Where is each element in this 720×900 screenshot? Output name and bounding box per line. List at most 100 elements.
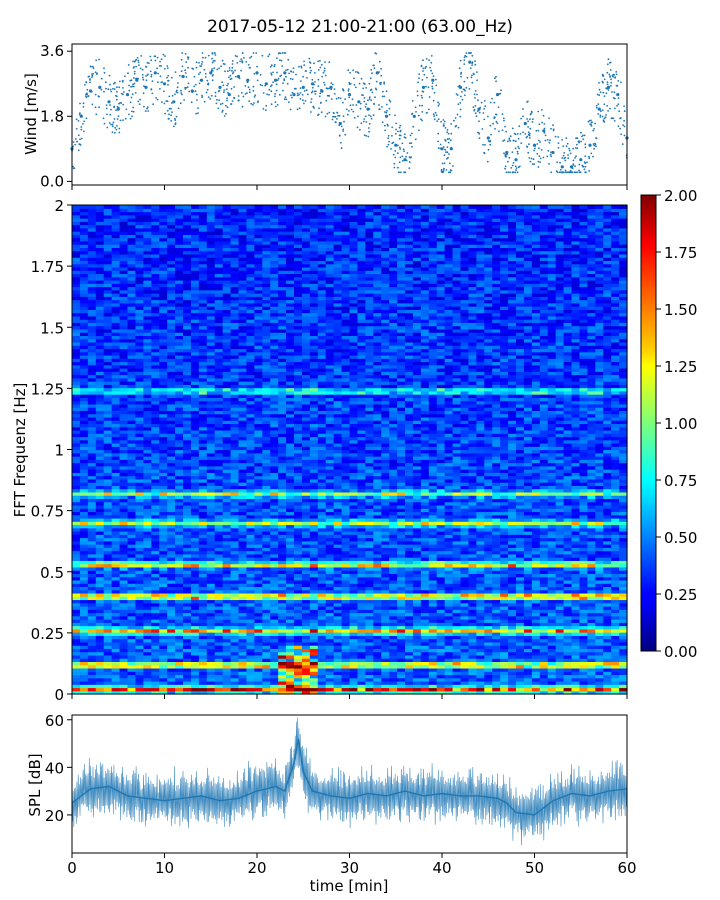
spectrogram-cell: [87, 687, 97, 692]
wind-sample-point: [320, 88, 322, 91]
wind-sample-point: [517, 145, 519, 148]
wind-sample-point: [444, 140, 447, 142]
spectrogram-cell: [190, 690, 200, 695]
wind-sample-point: [254, 94, 257, 97]
spectrogram-cell: [412, 680, 422, 685]
spectrogram-cell: [183, 674, 192, 679]
wind-sample-point: [609, 107, 611, 110]
spectrogram-cell: [206, 674, 216, 679]
spectrogram-cell: [492, 635, 501, 640]
spectrogram-cell: [555, 622, 565, 627]
wind-sample-point: [403, 150, 405, 153]
wind-sample-point: [382, 90, 384, 93]
spectrogram-cell: [95, 605, 105, 610]
spectrogram-cell: [460, 609, 470, 614]
wind-sample-point: [433, 118, 436, 121]
spectrogram-cell: [452, 645, 462, 649]
wind-sample-point: [79, 138, 81, 141]
spectrogram-cell: [539, 645, 549, 649]
spectrogram-cell: [397, 619, 406, 623]
wind-sample-point: [262, 108, 265, 110]
wind-sample-point: [151, 92, 154, 95]
spectrogram-cell: [460, 677, 470, 682]
wind-sample-point: [575, 137, 577, 140]
spectrogram-cell: [492, 615, 501, 620]
wind-sample-point: [528, 157, 531, 159]
wind-sample-point: [584, 146, 587, 149]
spectrogram-cell: [167, 661, 176, 666]
spectrogram-cell: [246, 602, 255, 607]
spectrogram-cell: [333, 645, 343, 649]
wind-sample-point: [344, 98, 346, 100]
spectrogram-cell: [349, 635, 359, 640]
spectrogram-cell: [412, 622, 422, 627]
spectrogram-cell: [175, 684, 184, 689]
spectrogram-cell: [262, 619, 271, 623]
wind-point: [588, 143, 592, 147]
wind-sample-point: [221, 59, 224, 62]
wind-sample-point: [558, 171, 561, 174]
wind-sample-point: [518, 147, 520, 150]
spectrogram-cell: [468, 602, 477, 607]
spectrogram-cell: [405, 654, 414, 659]
spectrogram-cell: [238, 648, 248, 653]
spectrogram-cell: [111, 622, 121, 627]
spectrogram-cell: [72, 664, 81, 669]
spectrogram-cell: [563, 615, 573, 620]
wind-sample-point: [301, 94, 304, 96]
wind-sample-point: [561, 157, 564, 159]
spectrogram-cell: [278, 648, 287, 653]
spectrogram-cell: [278, 599, 287, 604]
spectrogram-cell: [111, 628, 121, 633]
spectrogram-cell: [523, 684, 533, 689]
spectrogram-cell: [571, 599, 581, 604]
wind-sample-point: [85, 117, 88, 120]
wind-sample-point: [270, 103, 273, 106]
wind-sample-point: [450, 169, 453, 172]
wind-sample-point: [411, 132, 413, 135]
wind-sample-point: [437, 118, 440, 121]
spectrogram-cell: [587, 638, 596, 643]
spectrogram-cell: [579, 645, 588, 649]
spectrogram-cells: [72, 205, 628, 695]
wind-sample-point: [87, 95, 90, 97]
wind-sample-point: [392, 141, 395, 144]
spectrogram-cell: [603, 658, 612, 662]
wind-sample-point: [339, 97, 342, 100]
spectrogram-cell: [246, 687, 255, 692]
spectrogram-cell: [571, 619, 581, 623]
spectrogram-cell: [357, 661, 366, 666]
wind-sample-point: [559, 168, 562, 171]
spectrogram-cell: [325, 651, 335, 656]
spectrogram-cell: [468, 654, 477, 659]
spectrogram-cell: [500, 625, 509, 630]
wind-sample-point: [412, 125, 415, 128]
spectrogram-cell: [603, 661, 612, 666]
spectrogram-cell: [587, 632, 596, 636]
spectrogram-cell: [230, 648, 240, 653]
spectrogram-cell: [508, 602, 517, 607]
spectrogram-cell: [262, 609, 271, 614]
spectrogram-cell: [79, 599, 89, 604]
spectrogram-cell: [428, 615, 438, 620]
wind-sample-point: [396, 152, 399, 155]
spectrogram-cell: [87, 619, 97, 623]
wind-sample-point: [238, 77, 241, 80]
wind-sample-point: [295, 73, 297, 76]
spectrogram-cell: [381, 687, 390, 692]
spectrogram-cell: [397, 674, 406, 679]
spectrogram-cell: [444, 680, 454, 685]
wind-sample-point: [149, 55, 152, 58]
wind-sample-point: [72, 145, 74, 148]
spectrogram-cell: [301, 645, 311, 649]
wind-sample-point: [299, 87, 302, 89]
spectrogram-cell: [278, 625, 287, 630]
spectrogram-cell: [95, 687, 105, 692]
wind-sample-point: [89, 81, 91, 84]
spectrogram-cell: [151, 674, 160, 679]
wind-sample-point: [617, 80, 620, 82]
wind-sample-point: [410, 156, 412, 159]
wind-sample-point: [508, 156, 511, 159]
spectrogram-cell: [87, 622, 97, 627]
spectrogram-cell: [357, 671, 366, 676]
